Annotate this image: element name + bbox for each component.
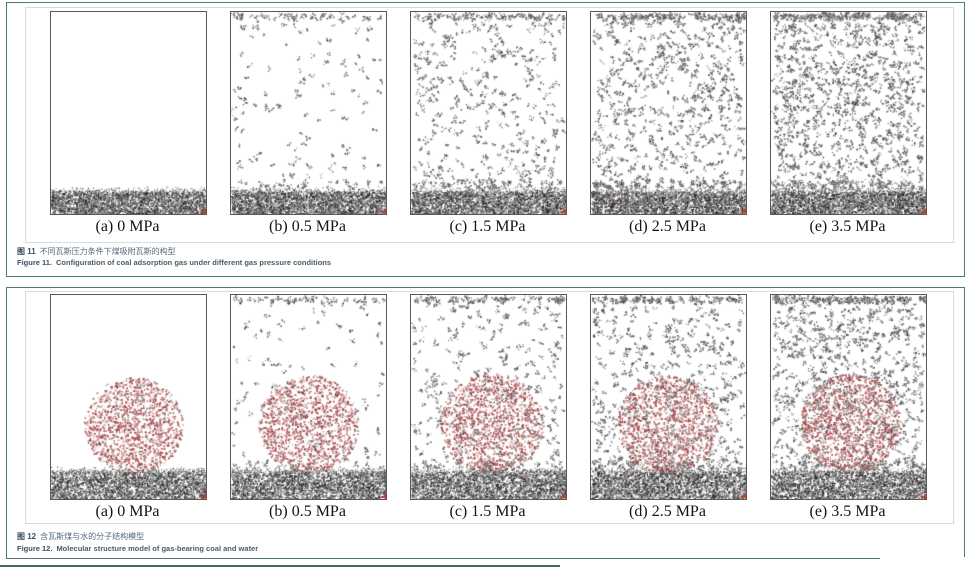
simulation-box-canvas xyxy=(50,11,207,215)
bottom-rule xyxy=(0,565,560,567)
simulation-panel-12-3: (c) 1.5 MPa xyxy=(410,294,567,521)
simulation-box-canvas xyxy=(770,11,927,215)
simulation-box-canvas xyxy=(590,294,747,500)
figure-12-caption-cn: 图 12 含瓦斯煤与水的分子结构模型 xyxy=(17,531,144,542)
figure-11-caption-en: Figure 11. Configuration of coal adsorpti… xyxy=(17,258,331,267)
figure-11-block: (a) 0 MPa (b) 0.5 MPa (c) 1.5 MPa (d) 2.5 M… xyxy=(6,2,965,277)
simulation-panel-11-5: (e) 3.5 MPa xyxy=(770,11,927,236)
panel-pressure-label: (a) 0 MPa xyxy=(95,218,160,235)
figure-11-caption-cn: 图 11 不同瓦斯压力条件下煤吸附瓦斯的构型 xyxy=(17,246,176,257)
simulation-box-canvas xyxy=(50,294,207,500)
panel-pressure-label: (b) 0.5 MPa xyxy=(269,503,346,520)
figure-12-caption-cn-label: 图 12 xyxy=(17,532,37,541)
panel-pressure-label: (c) 1.5 MPa xyxy=(449,503,526,520)
figure-11-panel-area: (a) 0 MPa (b) 0.5 MPa (c) 1.5 MPa (d) 2.5 M… xyxy=(25,7,954,243)
figure-12-caption-en: Figure 12. Molecular structure model of g… xyxy=(17,544,258,553)
simulation-panel-11-1: (a) 0 MPa xyxy=(50,11,207,236)
figure-11-caption-en-text: Configuration of coal adsorption gas und… xyxy=(56,258,332,267)
figure-12-caption-en-text: Molecular structure model of gas-bearing… xyxy=(56,544,259,553)
simulation-box-canvas xyxy=(230,11,387,215)
simulation-panel-12-1: (a) 0 MPa xyxy=(50,294,207,521)
simulation-box-canvas xyxy=(230,294,387,500)
figure-12-block: (a) 0 MPa (b) 0.5 MPa (c) 1.5 MPa (d) 2.5 M… xyxy=(6,287,966,560)
figure-11-caption-cn-label: 图 11 xyxy=(17,247,36,256)
simulation-panel-11-2: (b) 0.5 MPa xyxy=(230,11,387,236)
simulation-box-canvas xyxy=(410,11,567,215)
figure-12-caption-cn-text: 含瓦斯煤与水的分子结构模型 xyxy=(40,532,145,541)
border-gap xyxy=(880,557,966,560)
figure-12-caption-en-label: Figure 12. xyxy=(17,544,53,553)
panel-pressure-label: (e) 3.5 MPa xyxy=(809,218,886,235)
simulation-panel-11-4: (d) 2.5 MPa xyxy=(590,11,747,236)
simulation-panel-12-4: (d) 2.5 MPa xyxy=(590,294,747,521)
simulation-panel-11-3: (c) 1.5 MPa xyxy=(410,11,567,236)
simulation-panel-12-5: (e) 3.5 MPa xyxy=(770,294,927,521)
figure-11-caption-cn-text: 不同瓦斯压力条件下煤吸附瓦斯的构型 xyxy=(39,247,176,256)
panel-pressure-label: (a) 0 MPa xyxy=(95,503,160,520)
panel-pressure-label: (c) 1.5 MPa xyxy=(449,218,526,235)
panel-pressure-label: (d) 2.5 MPa xyxy=(629,503,706,520)
panel-pressure-label: (d) 2.5 MPa xyxy=(629,218,706,235)
figure-12-panel-area: (a) 0 MPa (b) 0.5 MPa (c) 1.5 MPa (d) 2.5 M… xyxy=(25,291,954,524)
simulation-box-canvas xyxy=(770,294,927,500)
simulation-box-canvas xyxy=(590,11,747,215)
panel-pressure-label: (b) 0.5 MPa xyxy=(269,218,346,235)
simulation-box-canvas xyxy=(410,294,567,500)
simulation-panel-12-2: (b) 0.5 MPa xyxy=(230,294,387,521)
figure-11-caption-en-label: Figure 11. xyxy=(17,258,53,267)
panel-pressure-label: (e) 3.5 MPa xyxy=(809,503,886,520)
